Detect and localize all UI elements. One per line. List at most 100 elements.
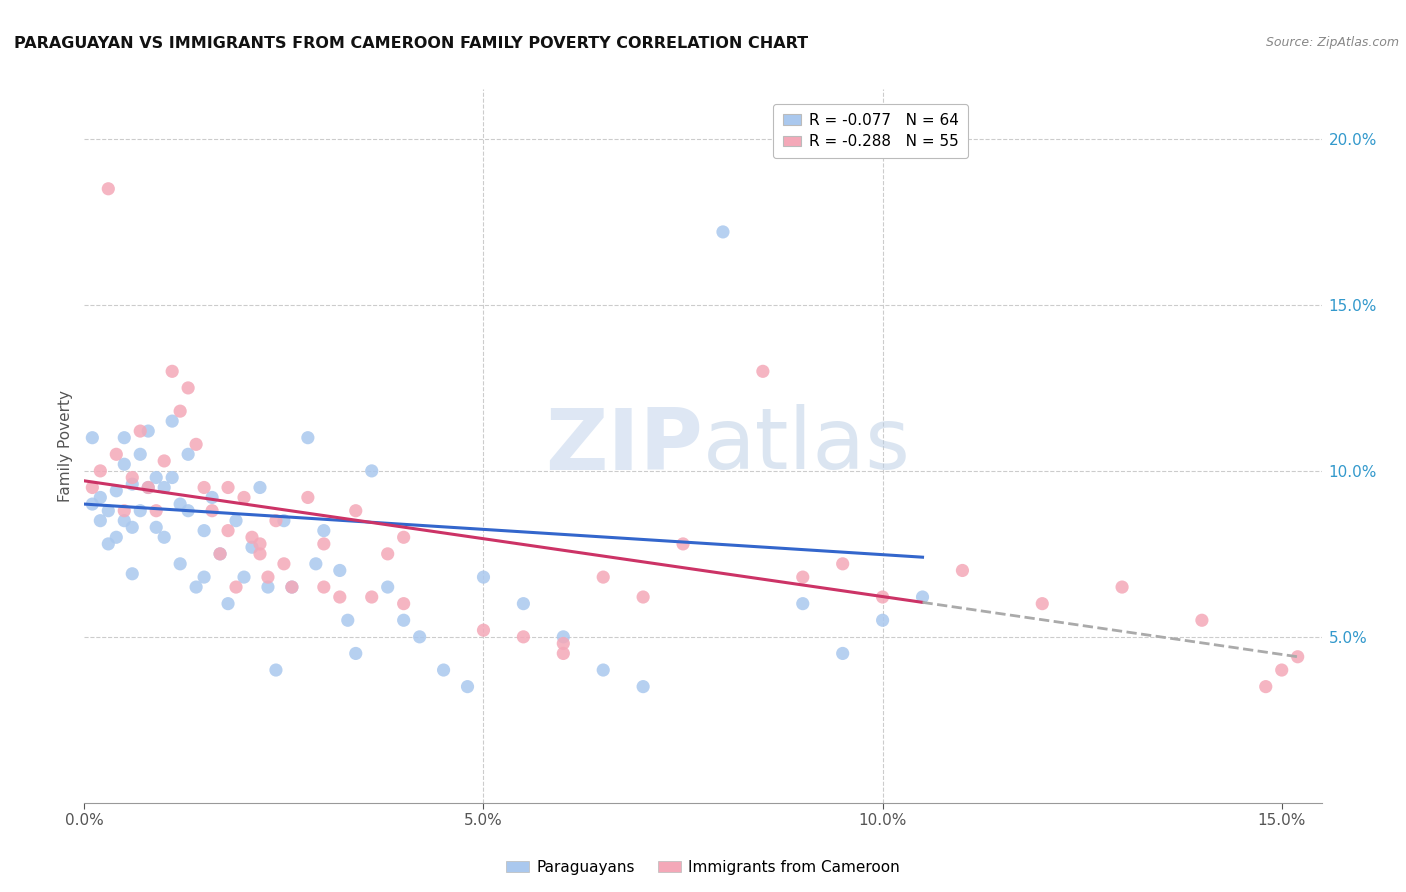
Point: [273, 557, 295, 571]
Point: [153, 530, 176, 544]
Point: [264, 514, 287, 528]
Point: [312, 580, 335, 594]
Point: [305, 557, 328, 571]
Point: [82, 431, 104, 445]
Point: [249, 481, 271, 495]
Point: [169, 557, 191, 571]
Point: [177, 504, 200, 518]
Point: [1286, 649, 1309, 664]
Point: [145, 504, 167, 518]
Point: [872, 590, 894, 604]
Point: [1254, 680, 1277, 694]
Point: [711, 225, 734, 239]
Point: [312, 524, 335, 538]
Point: [432, 663, 454, 677]
Point: [136, 481, 159, 495]
Point: [201, 504, 224, 518]
Point: [129, 424, 152, 438]
Text: ZIP: ZIP: [546, 404, 703, 488]
Point: [145, 520, 167, 534]
Point: [169, 497, 191, 511]
Point: [1191, 613, 1213, 627]
Point: [177, 447, 200, 461]
Point: [209, 547, 232, 561]
Point: [136, 424, 159, 438]
Point: [153, 454, 176, 468]
Point: [792, 570, 814, 584]
Point: [512, 630, 534, 644]
Point: [952, 564, 974, 578]
Point: [1031, 597, 1053, 611]
Point: [512, 597, 534, 611]
Point: [831, 557, 853, 571]
Point: [112, 514, 135, 528]
Point: [169, 404, 191, 418]
Point: [121, 566, 143, 581]
Point: [472, 570, 495, 584]
Point: [112, 431, 135, 445]
Point: [233, 570, 256, 584]
Point: [177, 381, 200, 395]
Point: [240, 540, 263, 554]
Point: [329, 564, 352, 578]
Point: [153, 481, 176, 495]
Point: [377, 547, 399, 561]
Point: [201, 491, 224, 505]
Point: [129, 504, 152, 518]
Point: [631, 590, 654, 604]
Point: [82, 481, 104, 495]
Point: [82, 497, 104, 511]
Point: [249, 537, 271, 551]
Point: [217, 481, 239, 495]
Point: [672, 537, 695, 551]
Point: [257, 570, 280, 584]
Point: [329, 590, 352, 604]
Point: [184, 580, 207, 594]
Text: Source: ZipAtlas.com: Source: ZipAtlas.com: [1265, 36, 1399, 49]
Point: [360, 590, 382, 604]
Point: [89, 514, 111, 528]
Point: [592, 570, 614, 584]
Point: [1111, 580, 1133, 594]
Point: [831, 647, 853, 661]
Legend: Paraguayans, Immigrants from Cameroon: Paraguayans, Immigrants from Cameroon: [499, 854, 907, 880]
Point: [160, 470, 183, 484]
Point: [225, 514, 247, 528]
Point: [217, 597, 239, 611]
Point: [121, 520, 143, 534]
Point: [631, 680, 654, 694]
Point: [408, 630, 430, 644]
Point: [121, 477, 143, 491]
Point: [249, 547, 271, 561]
Point: [105, 447, 128, 461]
Point: [1271, 663, 1294, 677]
Point: [553, 630, 575, 644]
Point: [281, 580, 304, 594]
Point: [792, 597, 814, 611]
Point: [592, 663, 614, 677]
Point: [392, 613, 415, 627]
Point: [281, 580, 304, 594]
Point: [911, 590, 934, 604]
Point: [553, 636, 575, 650]
Point: [257, 580, 280, 594]
Point: [297, 491, 319, 505]
Point: [145, 470, 167, 484]
Point: [312, 537, 335, 551]
Point: [872, 613, 894, 627]
Point: [193, 524, 215, 538]
Y-axis label: Family Poverty: Family Poverty: [58, 390, 73, 502]
Point: [344, 504, 367, 518]
Point: [225, 580, 247, 594]
Point: [240, 530, 263, 544]
Point: [89, 491, 111, 505]
Point: [129, 447, 152, 461]
Point: [160, 364, 183, 378]
Point: [392, 597, 415, 611]
Point: [105, 483, 128, 498]
Point: [160, 414, 183, 428]
Point: [344, 647, 367, 661]
Point: [217, 524, 239, 538]
Point: [89, 464, 111, 478]
Point: [136, 481, 159, 495]
